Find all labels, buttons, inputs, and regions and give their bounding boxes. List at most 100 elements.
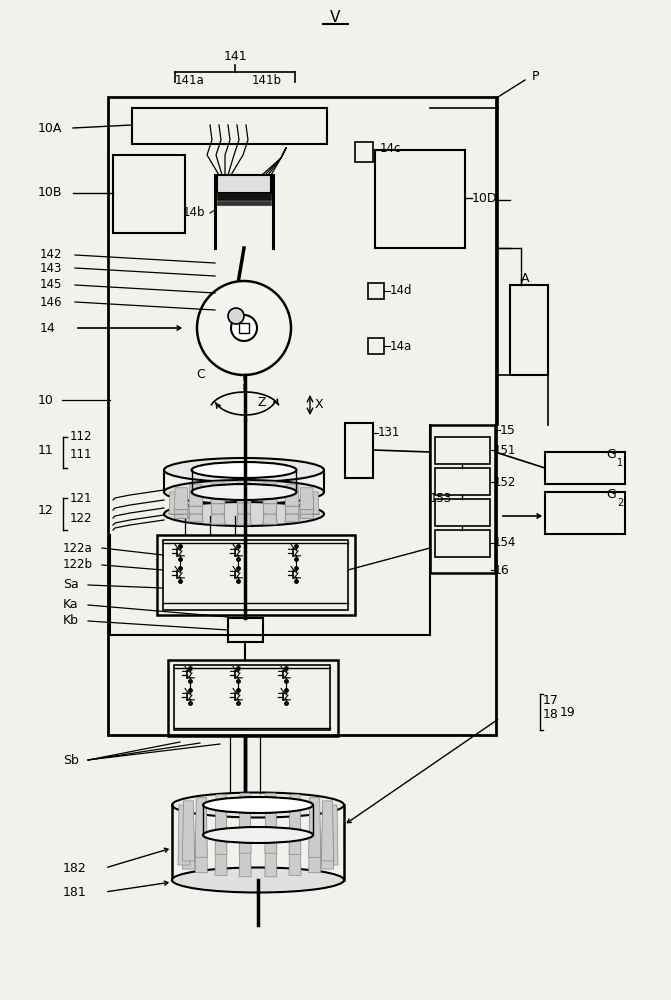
- Polygon shape: [289, 795, 301, 855]
- Polygon shape: [239, 817, 251, 877]
- Text: 14b: 14b: [183, 207, 205, 220]
- Polygon shape: [189, 484, 203, 506]
- Text: 151: 151: [494, 444, 517, 456]
- Text: G: G: [606, 488, 616, 502]
- Text: 16: 16: [494, 564, 510, 576]
- Bar: [132, 108, 327, 144]
- Circle shape: [228, 308, 244, 324]
- Polygon shape: [178, 805, 190, 865]
- Circle shape: [231, 315, 257, 341]
- Text: 142: 142: [40, 248, 62, 261]
- Text: 154: 154: [494, 536, 517, 550]
- Text: 122b: 122b: [63, 558, 93, 572]
- Bar: [239, 323, 249, 333]
- Text: 14a: 14a: [390, 340, 412, 353]
- Ellipse shape: [172, 867, 344, 892]
- Text: Sa: Sa: [63, 578, 79, 591]
- Bar: [174, 665, 330, 730]
- Polygon shape: [169, 492, 183, 514]
- Text: 1: 1: [617, 458, 623, 468]
- Polygon shape: [285, 506, 299, 514]
- Polygon shape: [289, 815, 301, 875]
- Text: 143: 143: [40, 261, 62, 274]
- Polygon shape: [263, 514, 277, 524]
- Bar: [510, 285, 548, 375]
- Bar: [545, 492, 625, 534]
- Polygon shape: [211, 504, 225, 514]
- Text: 131: 131: [378, 426, 401, 440]
- Text: 10A: 10A: [38, 121, 62, 134]
- Ellipse shape: [164, 458, 324, 482]
- Bar: [108, 97, 496, 735]
- Bar: [345, 423, 373, 478]
- Bar: [435, 530, 490, 557]
- Ellipse shape: [191, 462, 297, 478]
- Polygon shape: [263, 482, 277, 504]
- Bar: [228, 618, 263, 642]
- Bar: [217, 193, 271, 200]
- Polygon shape: [321, 801, 333, 861]
- Bar: [168, 660, 338, 736]
- Text: Ka: Ka: [63, 598, 79, 611]
- Text: 122: 122: [70, 512, 93, 524]
- Polygon shape: [189, 500, 203, 522]
- Text: 141: 141: [223, 50, 247, 64]
- Polygon shape: [174, 510, 188, 514]
- Polygon shape: [309, 813, 321, 873]
- Ellipse shape: [203, 797, 313, 813]
- Ellipse shape: [191, 484, 297, 500]
- Polygon shape: [211, 502, 225, 524]
- Bar: [435, 437, 490, 464]
- Text: 2: 2: [617, 498, 623, 508]
- Text: P: P: [532, 70, 539, 83]
- Text: G: G: [606, 448, 616, 462]
- Polygon shape: [237, 514, 251, 525]
- Ellipse shape: [172, 792, 344, 818]
- Bar: [435, 499, 490, 526]
- Text: X: X: [315, 398, 323, 412]
- Polygon shape: [174, 488, 188, 510]
- Bar: [375, 150, 465, 248]
- Text: 10D: 10D: [472, 192, 497, 205]
- Text: 12: 12: [38, 504, 54, 516]
- Text: 182: 182: [63, 861, 87, 874]
- Circle shape: [197, 281, 291, 375]
- Polygon shape: [300, 514, 314, 518]
- Polygon shape: [265, 817, 277, 877]
- Polygon shape: [321, 809, 333, 869]
- Polygon shape: [309, 797, 321, 857]
- Text: 153: 153: [430, 491, 452, 504]
- Text: 17: 17: [543, 694, 559, 706]
- Polygon shape: [183, 809, 195, 869]
- Ellipse shape: [164, 480, 324, 504]
- Polygon shape: [265, 793, 277, 853]
- Polygon shape: [211, 514, 225, 524]
- Text: Sb: Sb: [63, 754, 79, 766]
- Polygon shape: [300, 488, 314, 510]
- Text: 14c: 14c: [380, 141, 401, 154]
- Bar: [217, 201, 271, 205]
- Text: A: A: [521, 271, 529, 284]
- Bar: [355, 142, 373, 162]
- Text: 146: 146: [40, 296, 62, 308]
- Polygon shape: [195, 813, 207, 873]
- Polygon shape: [300, 496, 314, 518]
- Bar: [430, 425, 495, 573]
- Polygon shape: [189, 514, 203, 522]
- Polygon shape: [174, 496, 188, 518]
- Polygon shape: [300, 510, 314, 514]
- Text: 145: 145: [40, 278, 62, 292]
- Text: 181: 181: [63, 886, 87, 898]
- Text: 152: 152: [494, 476, 517, 488]
- Polygon shape: [285, 484, 299, 506]
- Text: 121: 121: [70, 491, 93, 504]
- Text: V: V: [330, 10, 340, 25]
- Ellipse shape: [203, 827, 313, 843]
- Polygon shape: [239, 793, 251, 853]
- Bar: [163, 540, 348, 610]
- Text: 18: 18: [543, 708, 559, 722]
- Text: 10: 10: [38, 393, 54, 406]
- Text: Z: Z: [258, 396, 266, 410]
- Text: 14: 14: [40, 322, 56, 334]
- Polygon shape: [183, 801, 195, 861]
